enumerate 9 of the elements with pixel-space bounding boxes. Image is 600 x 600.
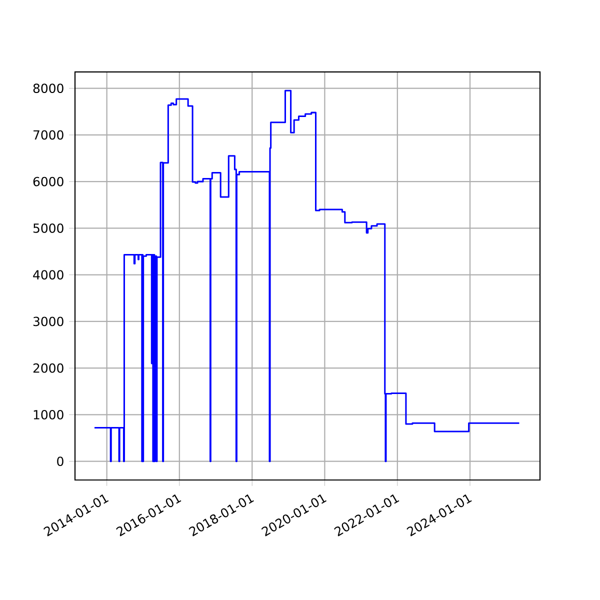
y-tick-label: 5000 [33,223,64,233]
y-tick-label: 7000 [34,130,64,140]
y-tick-label: 4000 [33,270,64,280]
y-tick-label: 2000 [33,363,64,373]
y-tick-label: 6000 [33,176,64,186]
y-tick-label: 1000 [34,410,64,420]
y-tick-label: 3000 [33,316,64,326]
y-tick-label: 0 [57,456,64,466]
y-tick-label: 8000 [33,84,64,94]
